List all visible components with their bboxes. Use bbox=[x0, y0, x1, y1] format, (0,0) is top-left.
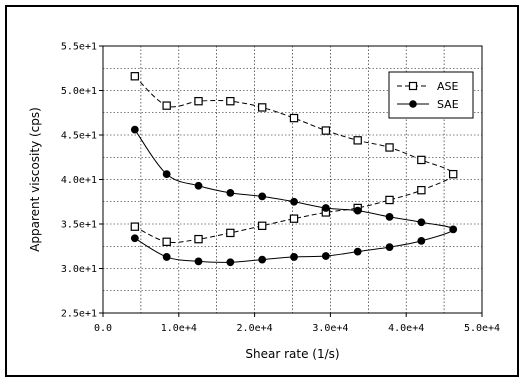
data-point-sae bbox=[162, 253, 171, 261]
series-sae bbox=[130, 125, 458, 267]
y-tick-label: 2.5e+1 bbox=[61, 309, 97, 320]
data-point-ase bbox=[226, 228, 235, 238]
data-point-sae bbox=[194, 181, 203, 190]
data-point-sae bbox=[321, 204, 330, 212]
data-point-ase bbox=[321, 126, 331, 135]
y-axis-title: Apparent viscosity (cps) bbox=[28, 107, 42, 252]
data-point-sae bbox=[321, 252, 330, 260]
y-tick-label: 3.5e+1 bbox=[61, 220, 97, 231]
data-point-sae bbox=[290, 197, 298, 206]
data-point-sae bbox=[130, 234, 139, 243]
x-tick-label: 4.0e+4 bbox=[388, 323, 424, 334]
legend: ASE SAE bbox=[388, 71, 474, 119]
y-tick-label: 5.0e+1 bbox=[61, 86, 97, 97]
data-point-ase bbox=[257, 221, 267, 230]
data-point-sae bbox=[162, 170, 171, 179]
legend-box bbox=[388, 71, 474, 119]
x-tick-label: 2.0e+4 bbox=[237, 323, 273, 334]
data-point-sae bbox=[417, 218, 426, 227]
data-point-sae bbox=[449, 225, 458, 234]
y-tick-label: 5.5e+1 bbox=[61, 42, 97, 53]
data-point-sae bbox=[194, 257, 203, 266]
plot-series bbox=[130, 72, 458, 267]
data-point-ase bbox=[417, 185, 426, 195]
y-tick-label: 4.0e+1 bbox=[61, 175, 97, 186]
series-ase bbox=[130, 72, 458, 246]
chart-frame bbox=[5, 5, 519, 377]
series-line-sae bbox=[134, 129, 454, 263]
legend-label-ase: ASE bbox=[437, 80, 459, 93]
data-point-sae bbox=[258, 192, 267, 201]
x-tick-label: 0.0 bbox=[94, 323, 112, 334]
data-point-ase bbox=[385, 143, 394, 152]
data-point-ase bbox=[417, 155, 426, 165]
data-point-ase bbox=[194, 96, 203, 106]
data-point-ase bbox=[289, 214, 299, 223]
x-axis-title: Shear rate (1/s) bbox=[245, 347, 339, 361]
data-point-sae bbox=[385, 212, 394, 221]
y-tick-label: 4.5e+1 bbox=[61, 131, 97, 142]
data-point-ase bbox=[162, 101, 171, 110]
data-point-ase bbox=[385, 195, 394, 205]
data-point-ase bbox=[130, 222, 140, 231]
data-point-sae bbox=[226, 188, 235, 197]
data-point-ase bbox=[289, 113, 299, 123]
x-tick-label: 1.0e+4 bbox=[161, 323, 197, 334]
data-point-sae bbox=[130, 125, 139, 134]
data-point-sae bbox=[290, 253, 298, 261]
data-point-ase bbox=[194, 234, 203, 244]
data-point-ase bbox=[130, 72, 140, 81]
y-tick-label: 3.0e+1 bbox=[61, 264, 97, 275]
data-point-ase bbox=[353, 136, 362, 145]
data-point-sae bbox=[353, 206, 362, 215]
data-point-sae bbox=[417, 237, 426, 245]
data-point-ase bbox=[162, 237, 171, 246]
legend-marker-sae bbox=[409, 100, 417, 108]
legend-marker-ase bbox=[408, 81, 418, 91]
legend-label-sae: SAE bbox=[437, 98, 459, 111]
data-point-sae bbox=[258, 255, 267, 264]
data-point-ase bbox=[448, 169, 458, 179]
data-point-sae bbox=[353, 247, 362, 256]
data-point-ase bbox=[226, 96, 235, 106]
data-point-ase bbox=[257, 103, 267, 112]
data-point-sae bbox=[385, 243, 394, 252]
x-tick-label: 3.0e+4 bbox=[312, 323, 348, 334]
data-point-sae bbox=[226, 258, 235, 267]
x-tick-label: 5.0e+4 bbox=[464, 323, 500, 334]
axis-ticks: 0.0 1.0e+4 2.0e+4 3.0e+4 4.0e+4 5.0e+4 2.5e+1 3… bbox=[61, 42, 500, 335]
